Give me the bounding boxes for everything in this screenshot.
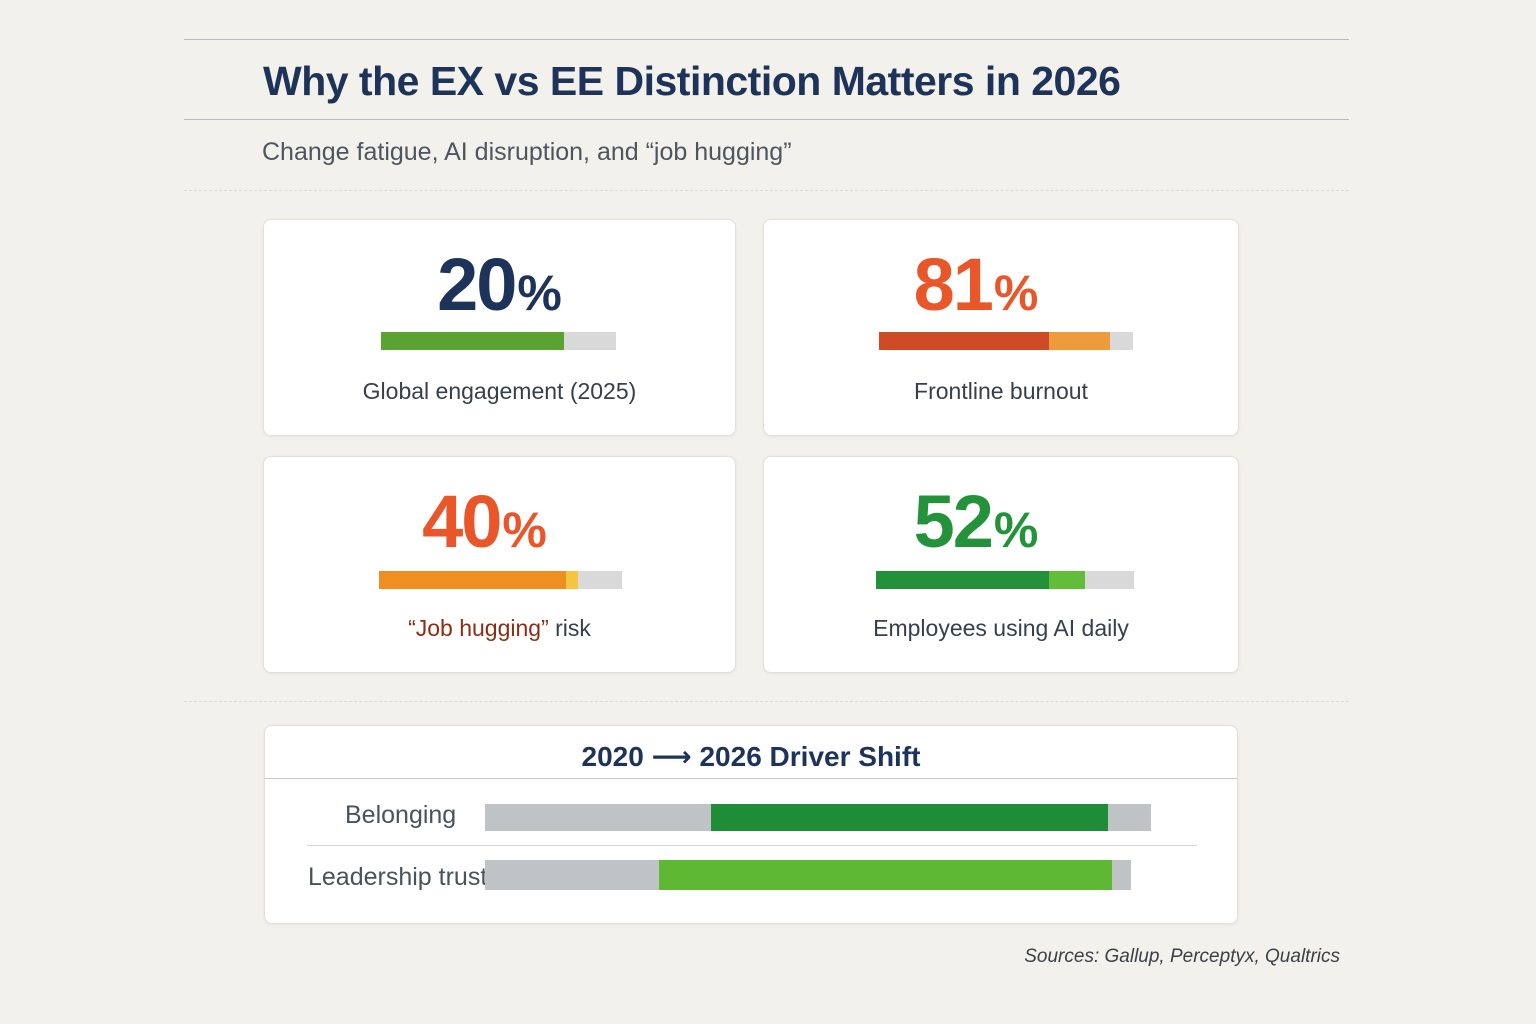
stat-bar-engagement [381,332,616,350]
stat-bar-segment [379,571,567,589]
stat-bar-segment [1049,332,1111,350]
stat-unit: % [993,265,1039,321]
stat-unit: % [502,502,547,558]
driver-row-divider [307,845,1197,846]
sources-note: Sources: Gallup, Perceptyx, Qualtrics [1024,946,1340,967]
stat-unit: % [517,265,562,321]
stat-label-rest: risk [548,615,591,641]
stat-label-quoted: “Job hugging” [408,615,549,641]
section-divider-top [184,190,1349,191]
stat-label-burnout: Frontline burnout [914,378,1088,404]
stat-label-ai-usage: Employees using AI daily [873,615,1129,641]
stat-bar-ai-usage [876,571,1134,589]
stat-label-engagement: Global engagement (2025) [362,378,637,404]
stat-unit: % [993,502,1039,558]
driver-label-belonging: Belonging [345,801,457,829]
driver-bar-fill [659,860,1112,890]
stat-bar-burnout [879,332,1133,350]
driver-bar-fill [711,804,1108,831]
stat-value-burnout: 81% [714,248,1238,322]
driver-shift-title: 2020 ⟶ 2026 Driver Shift [581,741,921,772]
stat-card-burnout: 81% Frontline burnout [763,219,1239,436]
page-title: Why the EX vs EE Distinction Matters in … [263,58,1121,104]
title-rule [184,119,1349,120]
driver-bar-leadership-trust [485,860,1131,890]
stat-number: 20 [437,243,517,326]
stat-bar-segment [381,332,565,350]
stat-number: 40 [422,480,502,563]
driver-bar-belonging [485,804,1151,831]
stat-bar-job-hugging [379,571,622,589]
driver-label-leadership-trust: Leadership trust [308,863,488,891]
top-rule [184,39,1349,40]
stat-bar-segment [1048,571,1085,589]
stat-value-job-hugging: 40% [234,485,735,559]
stat-value-engagement: 20% [264,248,735,322]
stat-card-job-hugging: 40% “Job hugging” risk [263,456,736,673]
stat-bar-segment [566,571,579,589]
stat-bar-segment [879,332,1050,350]
driver-shift-header-rule [265,778,1237,779]
section-divider-bottom [184,701,1349,702]
stat-value-ai-usage: 52% [714,485,1238,559]
driver-shift-card: 2020 ⟶ 2026 Driver Shift Belonging Leade… [264,725,1238,924]
stat-card-engagement: 20% Global engagement (2025) [263,219,736,436]
stat-label-job-hugging: “Job hugging” risk [264,615,735,642]
stat-number: 81 [913,243,994,326]
stat-bar-segment [876,571,1049,589]
stat-card-ai-usage: 52% Employees using AI daily [763,456,1239,673]
page-subtitle: Change fatigue, AI disruption, and “job … [262,138,792,166]
stat-number: 52 [913,480,994,563]
